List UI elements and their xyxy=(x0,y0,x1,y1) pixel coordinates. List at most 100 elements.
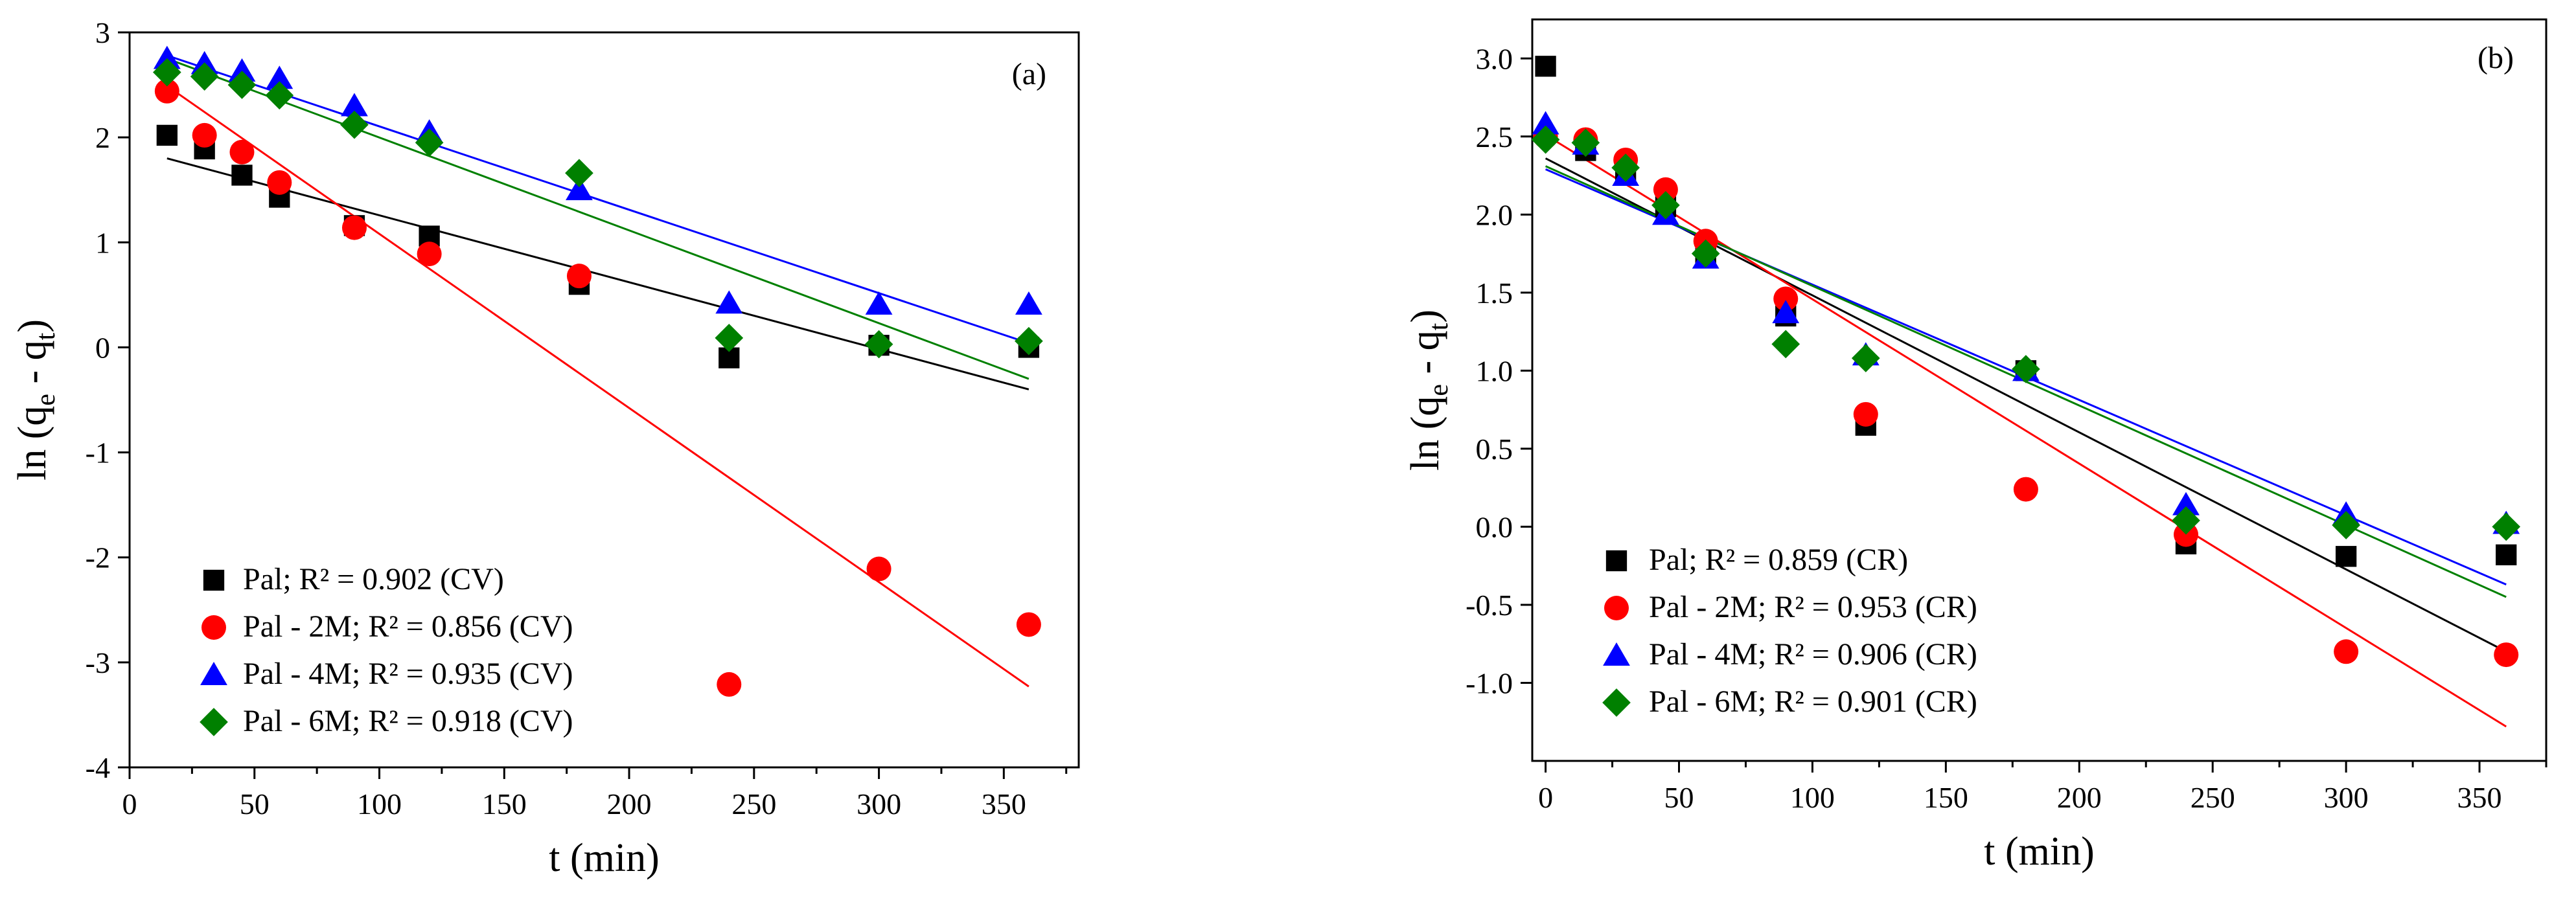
legend-marker-3 xyxy=(200,708,228,736)
y-tick-label: -3 xyxy=(86,646,110,679)
data-point-series-2 xyxy=(153,45,181,69)
data-point-series-1 xyxy=(866,556,891,582)
data-point-series-3 xyxy=(1651,191,1680,220)
x-tick-label: 50 xyxy=(240,787,270,820)
data-point-series-1 xyxy=(1853,401,1878,427)
y-tick-label: -1 xyxy=(86,436,110,469)
x-tick-label: 350 xyxy=(982,787,1026,820)
legend-entry-0: Pal; R² = 0.859 (CR) xyxy=(1649,543,1908,577)
data-point-series-2 xyxy=(228,58,256,82)
data-point-series-3 xyxy=(2012,355,2040,383)
data-point-series-3 xyxy=(415,128,444,157)
y-title-part: ln (q xyxy=(10,406,54,480)
data-point-series-1 xyxy=(2013,477,2038,502)
fit-line-series-0 xyxy=(167,157,1029,390)
data-point-series-0 xyxy=(231,164,253,186)
data-point-series-3 xyxy=(715,323,744,352)
y-tick-label: 1.5 xyxy=(1476,277,1513,310)
x-tick-label: 0 xyxy=(1538,781,1553,814)
data-point-series-3 xyxy=(565,159,593,188)
data-point-series-0 xyxy=(156,124,178,146)
x-tick-label: 200 xyxy=(2057,781,2102,814)
panel-label: (a) xyxy=(1012,57,1046,91)
y-tick-label: 0 xyxy=(95,331,110,364)
legend-entry-3: Pal - 6M; R² = 0.901 (CR) xyxy=(1649,684,1977,719)
data-point-series-2 xyxy=(1015,291,1042,315)
data-point-series-1 xyxy=(566,264,592,289)
y-tick-label: -1.0 xyxy=(1466,666,1513,699)
y-tick-label: 1 xyxy=(95,226,110,259)
y-title-part: ln (q xyxy=(1403,396,1447,471)
legend-entry-1: Pal - 2M; R² = 0.953 (CR) xyxy=(1649,590,1977,624)
data-point-series-2 xyxy=(341,93,368,117)
legend-marker-3 xyxy=(1602,688,1631,717)
panel-label: (b) xyxy=(2478,41,2514,75)
plot-frame xyxy=(128,31,1080,769)
x-axis-title: t (min) xyxy=(549,836,659,880)
data-point-series-1 xyxy=(717,672,742,697)
legend-marker-2 xyxy=(200,662,227,685)
y-tick-label: 3.0 xyxy=(1476,42,1513,75)
data-point-series-1 xyxy=(1653,177,1678,202)
data-point-series-3 xyxy=(1571,128,1600,157)
data-point-series-2 xyxy=(266,65,293,89)
legend-entry-0: Pal; R² = 0.902 (CV) xyxy=(243,562,504,596)
y-title-part: ) xyxy=(1403,310,1447,323)
y-tick-label: 2.0 xyxy=(1476,198,1513,231)
y-title-subscript: t xyxy=(1424,322,1454,330)
data-point-series-2 xyxy=(1772,300,1800,324)
data-point-series-1 xyxy=(341,215,367,240)
x-tick-label: 250 xyxy=(2191,781,2235,814)
fit-line-series-2 xyxy=(167,54,1029,345)
legend-entry-3: Pal - 6M; R² = 0.918 (CV) xyxy=(243,704,573,738)
legend-marker-1 xyxy=(1604,596,1629,620)
y-tick-label: 0.0 xyxy=(1476,510,1513,543)
x-tick-label: 50 xyxy=(1664,781,1694,814)
data-point-series-3 xyxy=(340,110,369,139)
legend-marker-0 xyxy=(1605,550,1627,572)
y-tick-label: 2 xyxy=(95,121,110,154)
data-point-series-3 xyxy=(2332,511,2360,539)
data-point-series-3 xyxy=(2492,512,2521,541)
fit-line-series-3 xyxy=(167,58,1029,380)
data-point-series-1 xyxy=(2494,642,2519,668)
y-title-part: - q xyxy=(10,340,54,394)
y-tick-label: -0.5 xyxy=(1466,589,1513,622)
y-title-subscript: e xyxy=(31,394,61,406)
data-point-series-3 xyxy=(152,58,181,87)
data-point-series-2 xyxy=(1532,111,1559,135)
data-point-series-3 xyxy=(1691,239,1720,268)
x-tick-label: 150 xyxy=(482,787,527,820)
data-point-series-1 xyxy=(192,122,217,148)
y-title-part: ) xyxy=(10,319,54,333)
y-axis-title: ln (qe - qt) xyxy=(1403,310,1454,471)
data-point-series-3 xyxy=(265,81,294,110)
legend-entry-2: Pal - 4M; R² = 0.906 (CR) xyxy=(1649,637,1977,672)
data-point-series-2 xyxy=(566,177,593,201)
data-point-series-3 xyxy=(1015,326,1043,356)
legend-marker-2 xyxy=(1603,642,1630,666)
data-point-series-3 xyxy=(190,62,219,91)
data-point-series-1 xyxy=(1773,286,1799,311)
fit-line-series-1 xyxy=(166,85,1029,688)
data-point-series-1 xyxy=(154,78,179,104)
x-tick-label: 350 xyxy=(2457,781,2502,814)
chart-panel-b: 0 50 100 150 200 250 300 350 -1.0 -0.5 0.0 0.5 1.0 1.… xyxy=(1403,18,2547,874)
y-axis-title: ln (qe - qt) xyxy=(10,319,61,480)
data-point-series-0 xyxy=(2496,544,2517,565)
data-point-series-1 xyxy=(2334,639,2359,664)
legend-marker-0 xyxy=(203,569,225,591)
x-tick-label: 100 xyxy=(1790,781,1835,814)
data-point-series-0 xyxy=(1535,56,1556,77)
data-point-series-2 xyxy=(2172,492,2200,515)
data-point-series-3 xyxy=(227,71,257,99)
data-point-series-2 xyxy=(865,291,893,315)
y-tick-label: 1.0 xyxy=(1476,354,1513,387)
data-point-series-3 xyxy=(1771,330,1800,359)
data-point-series-1 xyxy=(267,170,292,195)
legend-entry-1: Pal - 2M; R² = 0.856 (CV) xyxy=(243,609,573,644)
data-point-series-1 xyxy=(229,139,255,164)
data-point-series-0 xyxy=(2335,546,2357,567)
plot-frame xyxy=(1531,18,2547,762)
